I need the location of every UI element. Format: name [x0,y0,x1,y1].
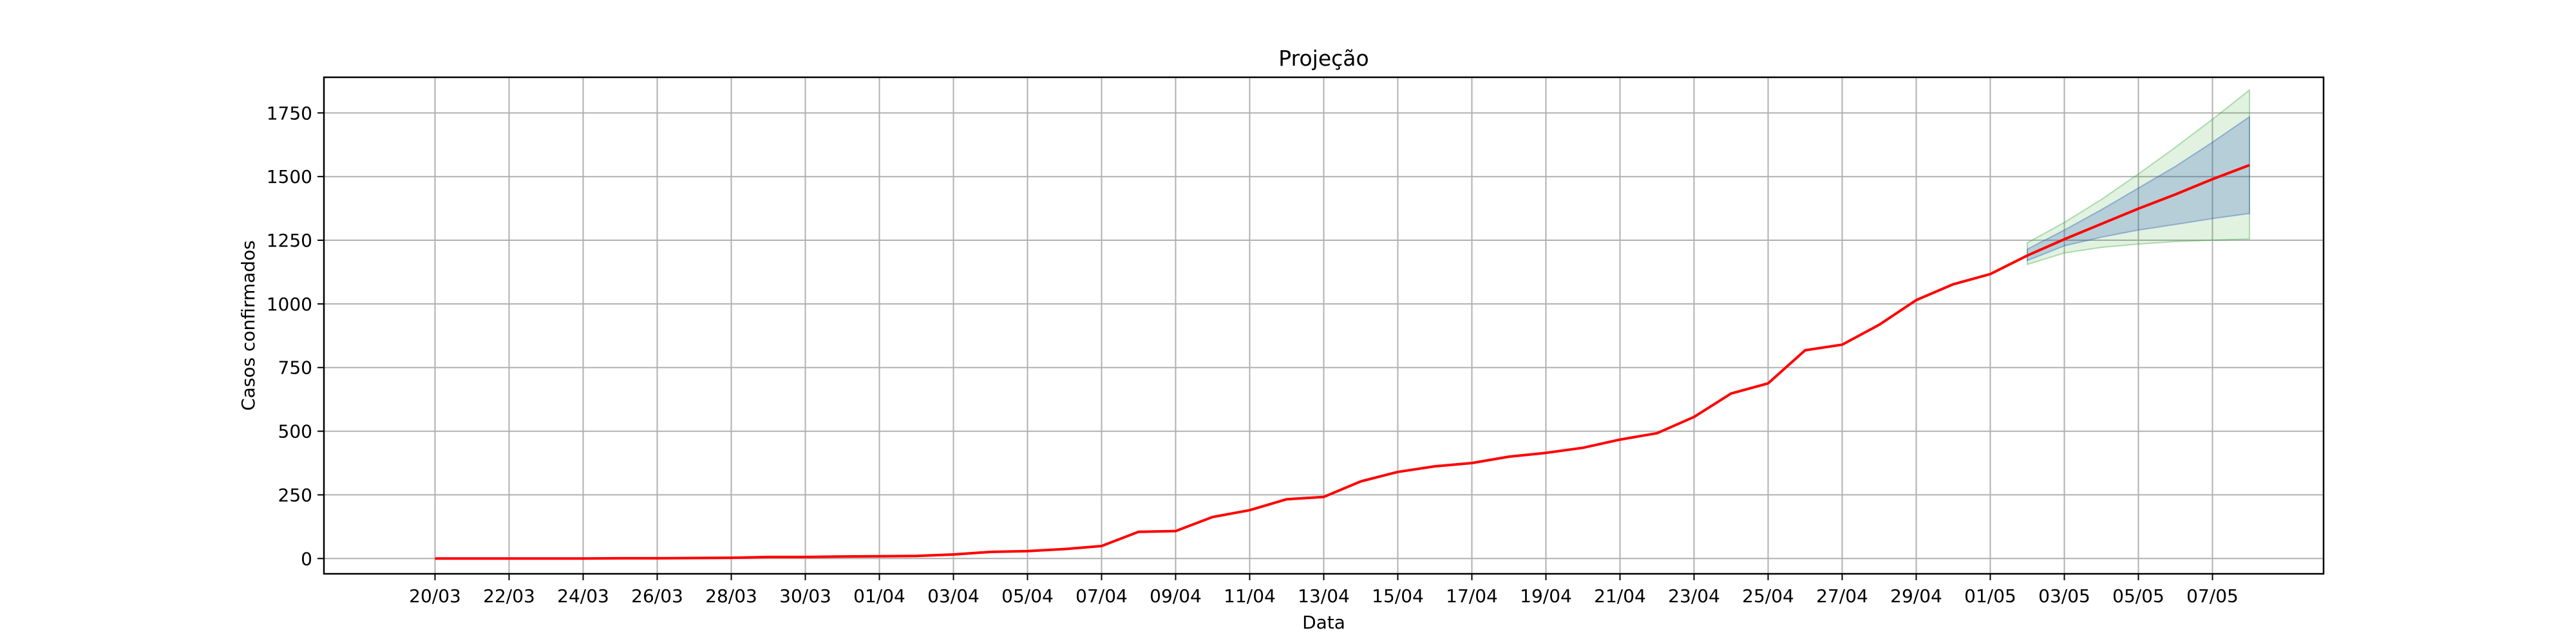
x-tick-label: 30/03 [779,585,831,607]
x-tick-label: 15/04 [1372,585,1424,607]
x-tick-label: 20/03 [409,585,461,607]
x-tick-label: 29/04 [1890,585,1942,607]
inner-prediction-band [2027,115,2250,262]
x-tick-label: 07/05 [2186,585,2239,607]
x-tick-label: 28/03 [705,585,757,607]
x-tick-label: 01/05 [1964,585,2016,607]
x-tick-label: 11/04 [1224,585,1276,607]
y-tick-label: 250 [278,484,312,506]
x-tick-label: 22/03 [483,585,535,607]
grid [324,77,2324,574]
x-tick-label: 17/04 [1446,585,1498,607]
y-tick-label: 1000 [267,294,312,315]
x-tick-label: 24/03 [557,585,609,607]
x-axis: 20/03 22/03 24/03 26/03 28/03 30/03 01/04 03/04… [409,574,2239,607]
x-tick-label: 07/04 [1075,585,1128,607]
x-tick-label: 13/04 [1298,585,1350,607]
prediction-bands [2027,88,2250,265]
x-tick-label: 25/04 [1742,585,1794,607]
x-tick-label: 19/04 [1520,585,1572,607]
x-tick-label: 05/05 [2112,585,2164,607]
x-tick-label: 03/04 [927,585,980,607]
chart-title: Projeção [1278,46,1368,71]
y-tick-label: 1250 [267,230,312,251]
y-tick-label: 0 [301,548,312,569]
x-tick-label: 03/05 [2038,585,2090,607]
x-tick-label: 23/04 [1668,585,1720,607]
y-axis-label: Casos confirmados [238,240,259,411]
x-tick-label: 26/03 [631,585,683,607]
x-tick-label: 05/04 [1001,585,1054,607]
y-axis: 0 250 500 750 1000 1250 1500 1750 [267,102,324,569]
y-tick-label: 1500 [267,166,312,187]
x-tick-label: 09/04 [1150,585,1202,607]
series-lines [435,164,2250,560]
y-tick-label: 750 [278,357,312,379]
x-axis-label: Data [1302,612,1345,633]
x-tick-label: 21/04 [1594,585,1646,607]
x-tick-label: 27/04 [1816,585,1868,607]
x-tick-label: 01/04 [853,585,905,607]
y-tick-label: 500 [278,421,312,442]
y-tick-label: 1750 [267,102,312,124]
confirmed-cases-line [435,164,2250,560]
outer-prediction-band [2027,88,2250,265]
